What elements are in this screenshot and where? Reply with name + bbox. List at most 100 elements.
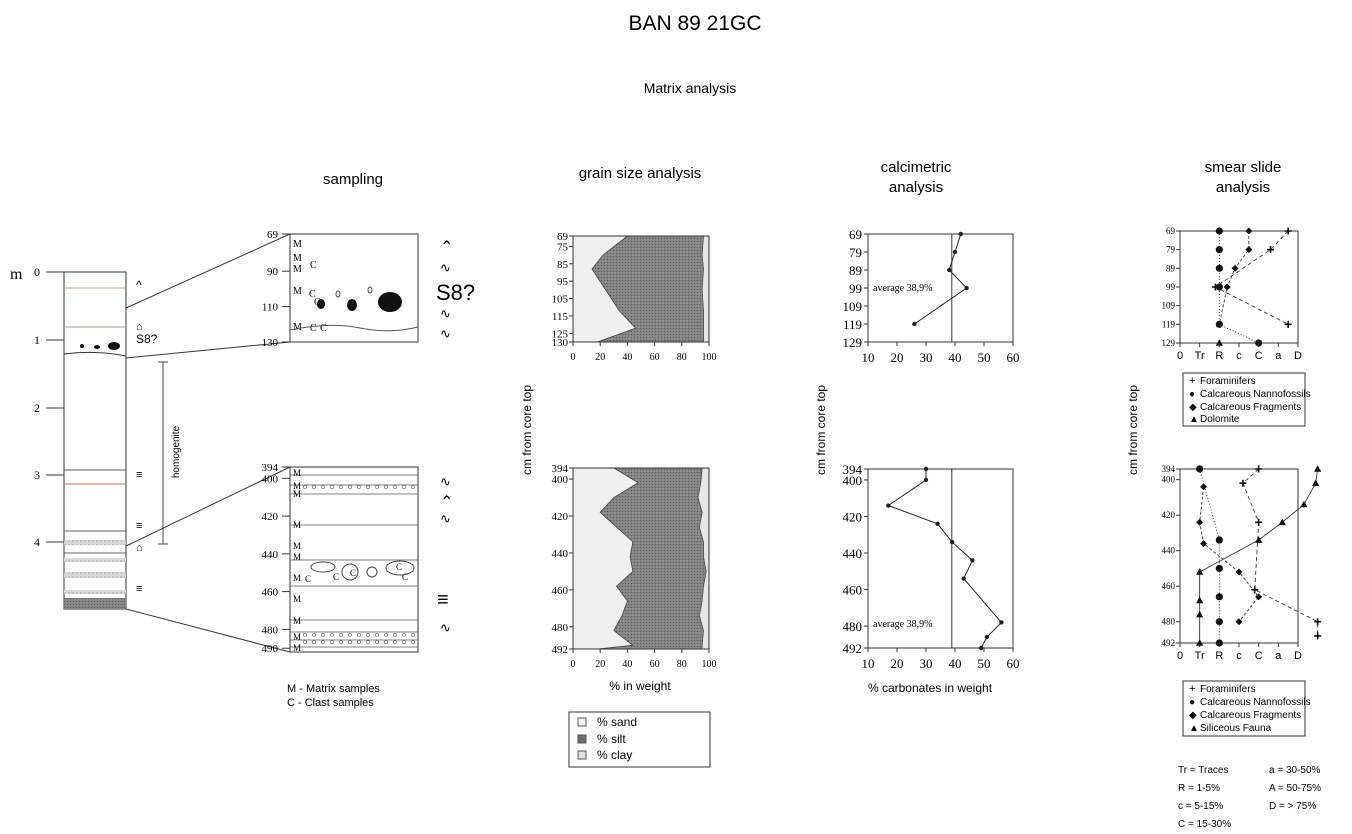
smear-upper-xtick-label-0: 0 (1177, 350, 1183, 362)
grain-lower-ytick-label-6: 492 (552, 644, 569, 656)
samp-lower-tick-label-3: 440 (262, 549, 279, 561)
abundance-key: Tr = Traces a = 30-50% R = 1-5% A = 50-7… (1178, 765, 1321, 830)
samp-lower-bead-2-332 (330, 640, 334, 644)
smear-upper-ytick-label-0: 69 (1166, 226, 1176, 236)
calc-lower-average-label: average 38,9% (873, 619, 932, 630)
smear-legend-lower: + Foraminifers ● Calcareous Nannofossils… (1182, 680, 1311, 737)
core-wave-2: ⌂ (136, 321, 143, 333)
core-tick-label-0: 0 (34, 265, 40, 279)
samp-lower-C-2: C (350, 568, 356, 578)
samp-lower-bead-1-395 (393, 633, 397, 637)
core-tick-label-1: 1 (34, 333, 40, 347)
smear-lower-series-1-point-4 (1215, 618, 1223, 626)
smear-legend-upper-marker-2: ◆ (1189, 402, 1197, 413)
grain-upper-ytick-label-6: 125 (552, 328, 569, 340)
calc-lower-xtick-label-1: 20 (891, 656, 904, 671)
smear-upper-xtick-label-4: C (1255, 350, 1263, 362)
section-title-sampling: sampling (323, 171, 383, 188)
sampling-wave-5: ∿ (440, 474, 451, 489)
smear-upper-series-2-point-2 (1231, 264, 1239, 272)
smear-upper-xtick-label-2: R (1215, 350, 1223, 362)
samp-lower-C-3: C (396, 562, 402, 572)
samp-lower-tick-label-5: 480 (262, 624, 279, 636)
smear-upper-series-0-point-0 (1284, 227, 1292, 235)
smear-legend-lower-box (1182, 680, 1306, 737)
calc-lower-point-6 (961, 576, 966, 581)
abundance-key-2-0: c = 5-15% (1178, 801, 1223, 812)
calc-upper-ytick-label-0: 69 (849, 227, 862, 242)
samp-upper-M-3: M (293, 286, 302, 297)
grain-lower-ytick-label-5: 480 (552, 622, 569, 634)
samp-lower-bead-2-395 (393, 640, 397, 644)
samp-lower-M-6: M (293, 573, 301, 583)
sampling-wave-3: ∿ (440, 306, 451, 321)
samp-lower-bead-0-314 (312, 485, 316, 489)
samp-lower-M-4: M (293, 541, 301, 551)
calc-lower-point-1 (923, 477, 929, 483)
calc-upper-ytick-label-5: 119 (843, 317, 862, 332)
calc-upper-ytick-label-3: 99 (849, 281, 862, 296)
samp-lower-C-1: C (333, 572, 339, 582)
smear-lower-series-2-point-2 (1200, 540, 1208, 548)
calc-lower-ytick-label-1: 400 (843, 473, 863, 488)
calc-lower-xtick-label-5: 60 (1007, 656, 1020, 671)
smear-legend-lower-marker-2: ◆ (1189, 710, 1197, 721)
calc-upper-point-0 (958, 231, 963, 237)
abundance-key-1-0: R = 1-5% (1178, 783, 1220, 794)
samp-lower-bead-1-341 (339, 633, 343, 637)
smear-lower-series-1-point-1 (1215, 536, 1223, 544)
grain-upper-ytick-label-0: 69 (557, 231, 569, 243)
abundance-key-0-0: Tr = Traces (1178, 765, 1228, 776)
calc-lower-frame (867, 468, 1014, 649)
samp-upper-M-0: M (293, 239, 302, 250)
core-log: m 0 1 2 3 4 S8? ^ ⌂ ≡ ≡ ⌂ ≡ homogenite (10, 233, 291, 653)
smear-upper-ytick-label-6: 129 (1162, 338, 1176, 348)
abundance-key-0-1: a = 30-50% (1269, 765, 1321, 776)
samp-lower-bead-0-386 (384, 485, 388, 489)
calc-upper-xtick-label-5: 60 (1007, 350, 1020, 365)
calc-lower-ytick-label-3: 440 (843, 546, 863, 561)
samp-lower-bead-2-413 (411, 640, 415, 644)
smear-lower-series-2-point-1 (1196, 518, 1204, 526)
figure-title: BAN 89 21GC (628, 12, 761, 35)
smear-lower-xtick-label-0: 0 (1177, 650, 1183, 662)
samp-upper-C-1: C (309, 289, 316, 300)
samp-lower-C-0: C (305, 574, 311, 584)
samp-lower-bead-1-323 (321, 633, 325, 637)
core-wave-5: ⌂ (136, 542, 143, 554)
grain-legend: % sand % silt % clay (568, 711, 711, 768)
smear-lower-series-3-point-6 (1196, 596, 1204, 604)
smear-lower-series-3-point-7 (1196, 610, 1204, 618)
grain-lower-ytick-label-2: 420 (552, 511, 569, 523)
smear-lower-series-3-point-5 (1196, 568, 1204, 575)
smear-lower-ytick-label-2: 420 (1162, 510, 1176, 520)
samp-lower-bead-0-350 (348, 485, 352, 489)
calc-lower-point-3 (935, 521, 940, 526)
smear-lower-series-0-point-0 (1255, 465, 1263, 473)
figure-subtitle: Matrix analysis (644, 80, 737, 96)
smear-legend-upper-3: Dolomite (1200, 414, 1240, 425)
samp-lower-tick-label-4: 460 (262, 587, 279, 599)
samp-lower-M-1: M (293, 481, 301, 491)
calc-upper-xtick-label-1: 20 (891, 350, 904, 365)
samp-lower-bead-2-404 (402, 640, 406, 644)
samp-lower-M-5: M (293, 552, 301, 562)
smear-upper-series-1-point-3 (1215, 283, 1223, 291)
smear-legend-lower-1: Calcareous Nannofossils (1200, 697, 1311, 708)
core-wave-6: ≡ (136, 583, 142, 595)
grain-lower-xtick-label-1: 20 (595, 659, 605, 670)
smear-lower-series-0-point-1 (1239, 479, 1247, 487)
calc-upper-xtick-label-0: 10 (862, 350, 875, 365)
samp-lower-bead-2-377 (375, 640, 379, 644)
grain-lower-ytick-label-1: 400 (552, 474, 569, 486)
samp-upper-tick-label-2: 110 (262, 302, 279, 314)
calc-lower-series-line (887, 469, 1003, 649)
samp-lower-M-10: M (293, 643, 301, 653)
samp-lower-bead-0-395 (393, 485, 397, 489)
sampling-upper: 6990110130MMMMMCCCCC S8? ⌃ ∿ ∿ ∿ (262, 229, 476, 349)
sampling-wave-2: ∿ (440, 260, 451, 275)
grain-lower-xtick-label-5: 100 (702, 659, 717, 670)
sampling-upper-box (289, 233, 419, 343)
grain-upper-ytick-label-3: 95 (557, 276, 569, 288)
